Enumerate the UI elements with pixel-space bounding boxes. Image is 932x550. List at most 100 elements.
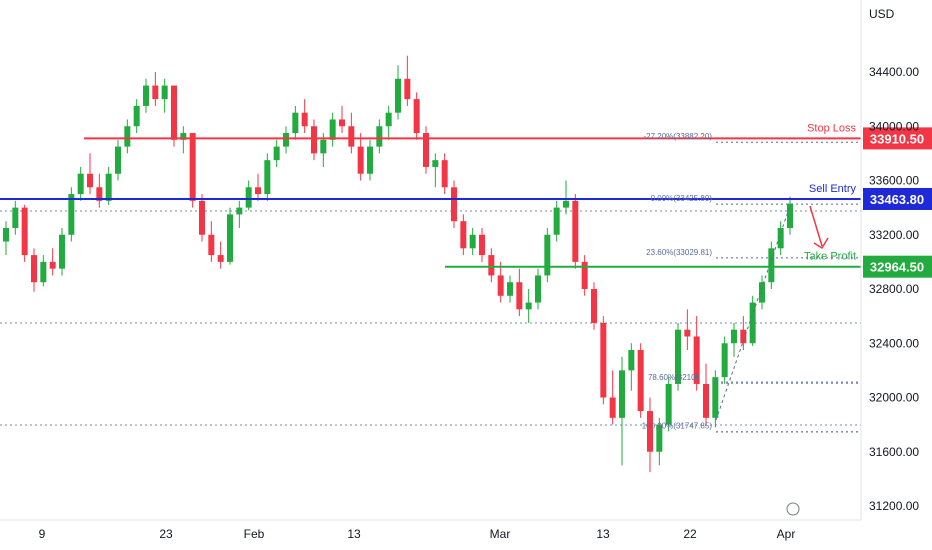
y-tick-label-4: 32800.00 bbox=[869, 282, 919, 296]
candle-body bbox=[264, 160, 271, 195]
candle-body bbox=[143, 85, 149, 106]
candle-body bbox=[49, 261, 56, 269]
candle-body bbox=[404, 78, 411, 100]
fib-trend-line bbox=[715, 205, 791, 421]
level-price-tag-0 bbox=[863, 127, 932, 150]
candle-body bbox=[31, 255, 37, 283]
candle-body bbox=[339, 119, 345, 127]
candle-body bbox=[236, 207, 243, 215]
x-tick-label-4: Mar bbox=[490, 527, 511, 541]
candle-body bbox=[787, 203, 793, 228]
candles bbox=[3, 55, 793, 473]
candle-body bbox=[105, 173, 112, 201]
y-tick-label-2: 33600.00 bbox=[869, 174, 919, 188]
candle-body bbox=[77, 173, 84, 195]
target-arrow-head bbox=[813, 237, 829, 250]
y-tick-label-1: 34000.00 bbox=[869, 119, 919, 133]
candle-body bbox=[516, 282, 523, 310]
candle-body bbox=[572, 200, 579, 262]
candle-body bbox=[376, 126, 383, 147]
candle-body bbox=[535, 275, 541, 303]
candle-body bbox=[553, 207, 560, 235]
y-tick-label-8: 31200.00 bbox=[869, 499, 919, 513]
candle-body bbox=[357, 146, 364, 174]
x-tick-label-0: 9 bbox=[39, 527, 46, 541]
candle-body bbox=[3, 227, 9, 242]
candle-body bbox=[507, 282, 513, 296]
candle-body bbox=[40, 261, 47, 283]
candle-body bbox=[740, 329, 747, 344]
candle-body bbox=[96, 187, 103, 201]
level-price-label-1: 33463.80 bbox=[870, 192, 924, 207]
candle-body bbox=[348, 126, 355, 147]
candle-body bbox=[395, 78, 401, 113]
candle-body bbox=[413, 99, 420, 134]
candle-body bbox=[171, 85, 177, 140]
candle-body bbox=[115, 146, 121, 174]
level-price-label-2: 32964.50 bbox=[870, 260, 924, 275]
candle-body bbox=[684, 329, 691, 337]
candle-body bbox=[385, 112, 392, 127]
level-name-2: Take Profit bbox=[804, 251, 856, 263]
annotations bbox=[715, 205, 829, 516]
candle-body bbox=[217, 255, 224, 262]
x-tick-label-5: 13 bbox=[596, 527, 610, 541]
candle-body bbox=[273, 146, 280, 161]
x-tick-label-7: Apr bbox=[777, 527, 796, 541]
candle-body bbox=[301, 112, 308, 127]
candle-body bbox=[292, 112, 299, 134]
candle-body bbox=[12, 207, 19, 228]
candle-body bbox=[675, 329, 681, 384]
candle-body bbox=[460, 221, 467, 249]
y-tick-label-5: 32400.00 bbox=[869, 336, 919, 350]
fib-label-4: 100.00%(31747.85) bbox=[642, 422, 713, 431]
candle-body bbox=[199, 200, 205, 235]
time-axis[interactable]: 9 23 Feb 13 Mar 13 22 Apr bbox=[0, 519, 932, 550]
candle-body bbox=[432, 160, 439, 167]
candle-body bbox=[161, 85, 168, 100]
candle-body bbox=[367, 146, 373, 174]
y-tick-label-6: 32000.00 bbox=[869, 391, 919, 405]
candle-body bbox=[637, 350, 644, 412]
level-price-label-0: 33910.50 bbox=[870, 131, 924, 146]
candle-body bbox=[712, 377, 719, 418]
fib-label-1: 0.00%(33425.80) bbox=[651, 194, 713, 203]
level-name-1: Sell Entry bbox=[809, 183, 857, 195]
candle-body bbox=[311, 126, 317, 154]
candle-body bbox=[656, 424, 663, 452]
candle-body bbox=[693, 336, 700, 384]
grid bbox=[0, 210, 861, 433]
candle-body bbox=[189, 133, 196, 201]
level-name-0: Stop Loss bbox=[807, 122, 856, 134]
level-price-tag-2 bbox=[863, 255, 932, 278]
level-lines: Stop Loss Sell Entry Take Profit bbox=[0, 122, 861, 268]
candle-body bbox=[152, 85, 159, 100]
candle-body bbox=[124, 126, 131, 147]
fib-label-3: 78.60%(32106 bbox=[648, 373, 701, 382]
fib-labels: -27.20%(33882.20) 0.00%(33425.80) 23.60%(3… bbox=[642, 132, 861, 433]
candle-body bbox=[423, 133, 429, 167]
candle-body bbox=[479, 234, 485, 256]
candle-body bbox=[133, 105, 140, 127]
candle-body bbox=[721, 343, 728, 378]
fib-label-2: 23.60%(33029.81) bbox=[646, 248, 712, 257]
candle-body bbox=[441, 160, 448, 188]
candle-body bbox=[87, 173, 93, 188]
price-axis[interactable]: USD 33910.50 33463.80 32964.50 34400.00 3400… bbox=[860, 0, 932, 520]
candle-body bbox=[563, 200, 569, 208]
x-tick-label-3: 13 bbox=[347, 527, 361, 541]
candle-body bbox=[227, 214, 233, 262]
candle-body bbox=[703, 383, 709, 418]
y-tick-label-3: 33200.00 bbox=[869, 228, 919, 242]
candle-body bbox=[619, 370, 625, 418]
fib-label-0: -27.20%(33882.20) bbox=[644, 132, 713, 141]
candle-body bbox=[497, 275, 504, 296]
candle-body bbox=[255, 187, 261, 195]
x-tick-label-6: 22 bbox=[683, 527, 697, 541]
candle-body bbox=[609, 397, 616, 418]
lightning-icon bbox=[786, 502, 800, 516]
candle-body bbox=[749, 302, 756, 344]
candle-body bbox=[591, 289, 597, 323]
candle-body bbox=[628, 350, 635, 371]
